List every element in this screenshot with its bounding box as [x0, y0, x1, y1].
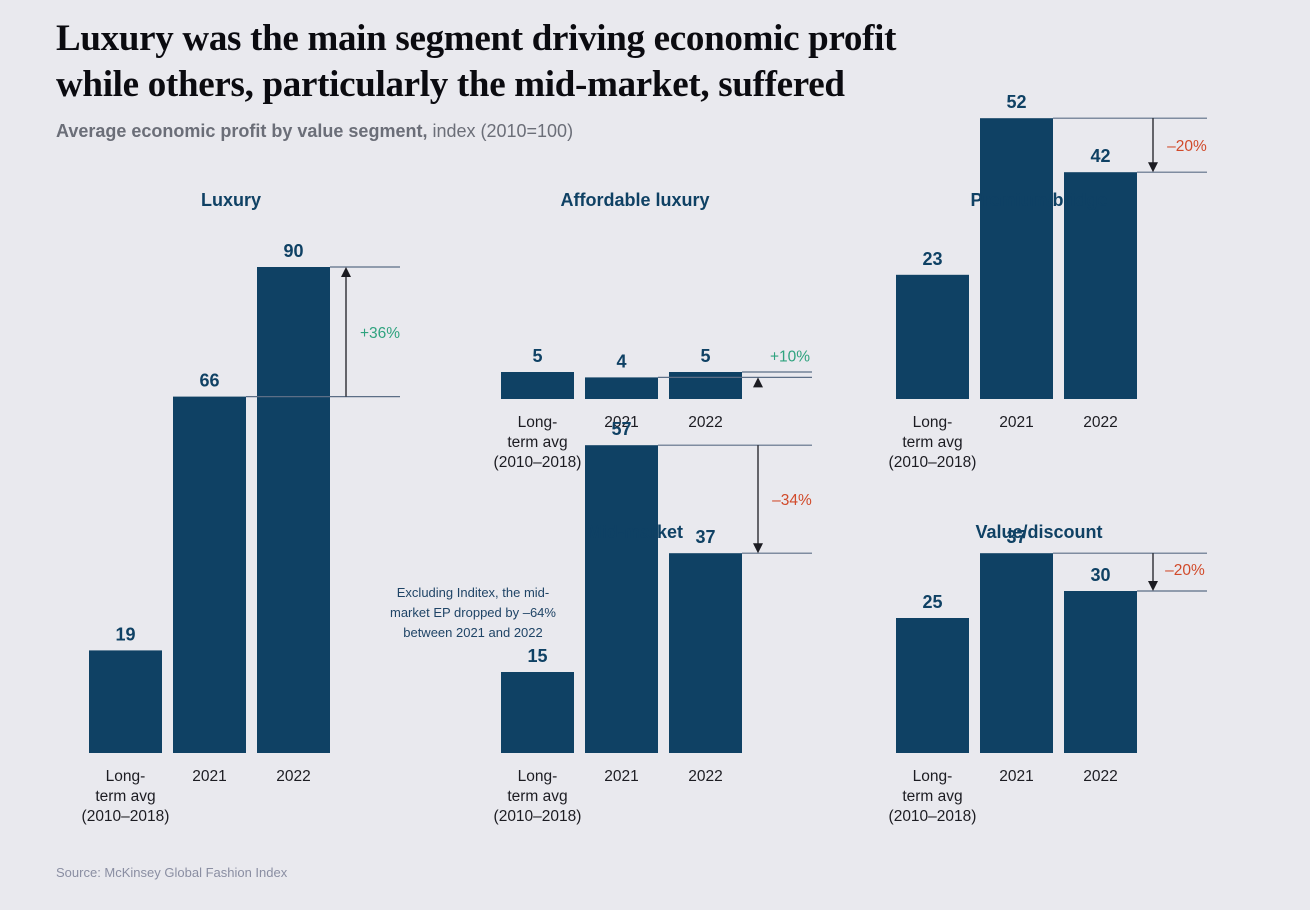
annotation-mid-market: market EP dropped by –64% — [390, 605, 556, 620]
change-label-luxury: +36% — [360, 325, 400, 342]
bar-mid-market-0 — [501, 672, 574, 753]
category-label-mid-market-2: 2022 — [688, 768, 722, 785]
value-label-premium-bridge-1: 52 — [1006, 92, 1026, 112]
category-label-value-discount-2: 2022 — [1083, 768, 1117, 785]
category-label-affordable-luxury-0: (2010–2018) — [494, 454, 582, 471]
category-label-mid-market-0: term avg — [507, 788, 567, 805]
panel-affordable-luxury — [501, 372, 742, 399]
panel-title-affordable-luxury: Affordable luxury — [560, 190, 709, 210]
annotation-mid-market: Excluding Inditex, the mid- — [397, 585, 549, 600]
value-label-value-discount-2: 30 — [1090, 565, 1110, 585]
value-label-affordable-luxury-0: 5 — [532, 346, 542, 366]
value-label-value-discount-0: 25 — [922, 592, 942, 612]
value-label-luxury-0: 19 — [115, 624, 135, 644]
value-label-luxury-2: 90 — [283, 241, 303, 261]
category-label-premium-bridge-1: 2021 — [999, 414, 1033, 431]
panel-premium-bridge — [896, 118, 1137, 399]
panel-title-value-discount: Value/discount — [975, 522, 1102, 542]
category-label-luxury-2: 2022 — [276, 768, 310, 785]
chart-subtitle: Average economic profit by value segment… — [56, 121, 573, 142]
bar-value-discount-1 — [980, 553, 1053, 753]
bar-premium-bridge-0 — [896, 274, 969, 399]
category-label-premium-bridge-0: term avg — [902, 434, 962, 451]
bar-mid-market-2 — [669, 553, 742, 753]
bar-luxury-2 — [257, 267, 330, 753]
value-label-value-discount-1: 37 — [1006, 527, 1026, 547]
bar-affordable-luxury-1 — [585, 377, 658, 399]
category-label-affordable-luxury-0: term avg — [507, 434, 567, 451]
change-arrowhead-mid-market — [753, 543, 763, 554]
change-label-premium-bridge: –20% — [1167, 138, 1207, 155]
change-arrowhead-affordable-luxury — [753, 377, 763, 388]
change-arrowhead-premium-bridge — [1148, 162, 1158, 173]
category-label-premium-bridge-2: 2022 — [1083, 414, 1117, 431]
value-label-mid-market-2: 37 — [695, 527, 715, 547]
bar-value-discount-2 — [1064, 591, 1137, 753]
value-label-mid-market-1: 57 — [611, 419, 631, 439]
category-label-premium-bridge-0: (2010–2018) — [889, 454, 977, 471]
title-line-2: while others, particularly the mid-marke… — [56, 64, 845, 105]
value-label-premium-bridge-2: 42 — [1090, 146, 1110, 166]
category-label-value-discount-1: 2021 — [999, 768, 1033, 785]
category-label-affordable-luxury-1: 2021 — [604, 414, 638, 431]
bar-premium-bridge-2 — [1064, 172, 1137, 399]
source-note: Source: McKinsey Global Fashion Index — [56, 865, 288, 880]
change-label-affordable-luxury: +10% — [770, 348, 810, 365]
category-label-value-discount-0: term avg — [902, 788, 962, 805]
category-label-luxury-1: 2021 — [192, 768, 226, 785]
bar-premium-bridge-1 — [980, 118, 1053, 399]
bar-luxury-0 — [89, 650, 162, 753]
bar-affordable-luxury-0 — [501, 372, 574, 399]
panel-luxury — [89, 267, 330, 753]
value-label-mid-market-0: 15 — [527, 646, 547, 666]
panel-value-discount — [896, 553, 1137, 753]
change-label-mid-market: –34% — [772, 492, 812, 509]
subtitle-rest: index (2010=100) — [427, 121, 574, 141]
bar-affordable-luxury-2 — [669, 372, 742, 399]
category-label-mid-market-0: (2010–2018) — [494, 808, 582, 825]
panel-title-luxury: Luxury — [201, 190, 261, 210]
subtitle-bold: Average economic profit by value segment… — [56, 121, 428, 141]
category-label-value-discount-0: Long- — [913, 768, 953, 785]
value-label-luxury-1: 66 — [199, 371, 219, 391]
category-label-luxury-0: term avg — [95, 788, 155, 805]
value-label-premium-bridge-0: 23 — [922, 249, 942, 269]
category-label-affordable-luxury-2: 2022 — [688, 414, 722, 431]
change-label-value-discount: –20% — [1165, 562, 1205, 579]
bar-mid-market-1 — [585, 445, 658, 753]
chart-title: Luxury was the main segment driving econ… — [56, 16, 1256, 108]
value-label-affordable-luxury-1: 4 — [616, 351, 626, 371]
bar-value-discount-0 — [896, 618, 969, 753]
category-label-value-discount-0: (2010–2018) — [889, 808, 977, 825]
change-arrowhead-luxury — [341, 267, 351, 277]
category-label-premium-bridge-0: Long- — [913, 414, 953, 431]
panel-title-mid-market: Mid-market — [587, 522, 683, 542]
category-label-mid-market-0: Long- — [518, 768, 558, 785]
panel-mid-market — [501, 445, 742, 753]
panel-title-premium-bridge: Premium/bridge — [970, 190, 1107, 210]
category-label-luxury-0: (2010–2018) — [82, 808, 170, 825]
category-label-mid-market-1: 2021 — [604, 768, 638, 785]
annotation-mid-market: between 2021 and 2022 — [403, 625, 543, 640]
category-label-luxury-0: Long- — [106, 768, 146, 785]
category-label-affordable-luxury-0: Long- — [518, 414, 558, 431]
title-line-1: Luxury was the main segment driving econ… — [56, 18, 897, 59]
bar-luxury-1 — [173, 396, 246, 753]
value-label-affordable-luxury-2: 5 — [700, 346, 710, 366]
change-arrowhead-value-discount — [1148, 581, 1158, 591]
